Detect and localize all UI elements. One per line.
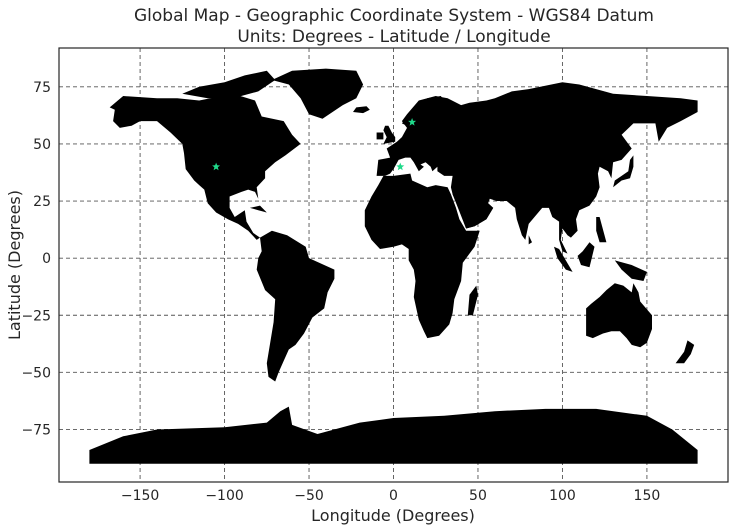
plot-area: [58, 47, 729, 483]
location-marker-star: [408, 118, 417, 126]
land-ireland: [376, 132, 384, 140]
x-tick-label: 100: [549, 488, 576, 504]
land-africa: [364, 173, 480, 339]
land-new-guinea: [614, 260, 647, 281]
plot-frame: [58, 47, 729, 483]
location-markers: [212, 118, 417, 171]
land-south-america: [256, 230, 335, 382]
x-tick-label: 50: [469, 488, 487, 504]
y-tick-label: −25: [21, 308, 51, 324]
land-madagascar: [467, 285, 478, 316]
location-marker-star: [212, 162, 221, 171]
map-title-line1: Global Map - Geographic Coordinate Syste…: [134, 6, 654, 26]
x-tick-label: −150: [121, 488, 159, 504]
land-eurasia: [376, 82, 698, 254]
x-axis-label: Longitude (Degrees): [311, 506, 475, 525]
land-philippines: [596, 217, 607, 243]
y-tick-label: 75: [33, 80, 51, 96]
y-tick-label: 0: [42, 251, 51, 267]
location-marker-star: [396, 162, 405, 171]
land-new-zealand: [675, 340, 695, 364]
land-canadian-arctic: [182, 70, 276, 99]
y-tick-label: −75: [21, 422, 51, 438]
y-tick-label: 50: [33, 137, 51, 153]
land-north-america: [109, 93, 301, 240]
land-antarctica: [89, 406, 698, 464]
land-greenland: [271, 68, 364, 119]
land-australia: [586, 283, 652, 348]
x-axis-ticks: −150 −100 −50 0 50 100 150: [121, 488, 660, 504]
land-iceland: [353, 106, 370, 114]
x-tick-label: 150: [634, 488, 661, 504]
map-title-line2: Units: Degrees - Latitude / Longitude: [237, 27, 550, 47]
x-tick-label: 0: [389, 488, 398, 504]
landmasses: [89, 68, 698, 464]
land-arabia-fill: [452, 185, 494, 229]
x-tick-label: −100: [205, 488, 243, 504]
land-cuba: [249, 205, 267, 213]
land-japan: [613, 155, 634, 188]
land-sumatra: [554, 246, 573, 272]
x-tick-label: −50: [294, 488, 324, 504]
y-axis-ticks: 75 50 25 0 −25 −50 −75: [21, 80, 51, 439]
y-tick-label: −50: [21, 365, 51, 381]
y-axis-label: Latitude (Degrees): [5, 190, 24, 340]
land-uk: [383, 125, 396, 144]
land-borneo: [577, 242, 595, 268]
land-sri-lanka: [528, 235, 532, 245]
y-tick-label: 25: [33, 194, 51, 210]
